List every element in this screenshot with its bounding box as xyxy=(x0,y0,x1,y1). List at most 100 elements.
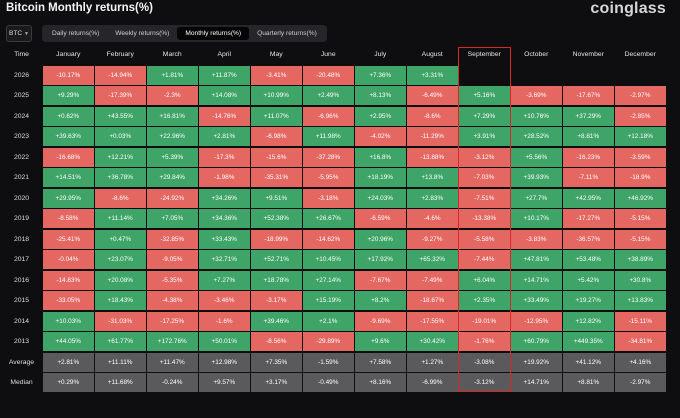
summary-cell: +7.58% xyxy=(355,352,406,372)
return-cell: +8.2% xyxy=(355,291,406,310)
return-cell: +2.35% xyxy=(459,291,510,310)
return-cell: -6.96% xyxy=(303,106,354,126)
return-cell: -7.49% xyxy=(407,270,458,290)
return-cell: +32.71% xyxy=(199,250,250,269)
return-cell: +52.71% xyxy=(251,250,302,269)
return-cell: -3.17% xyxy=(251,291,302,310)
return-cell: -17.27% xyxy=(563,209,614,228)
return-cell: +12.18% xyxy=(615,127,666,146)
return-cell: -11.29% xyxy=(407,127,458,146)
asset-select-value: BTC xyxy=(9,30,23,37)
return-cell: +9.29% xyxy=(43,86,94,105)
return-cell: -9.69% xyxy=(355,311,406,331)
return-cell: -2.85% xyxy=(615,106,666,126)
return-cell: +46.92% xyxy=(615,188,666,208)
return-cell: -14.83% xyxy=(43,270,94,290)
return-cell: +8.81% xyxy=(563,127,614,146)
return-cell: -18.9% xyxy=(615,168,666,187)
return-cell: +8.13% xyxy=(355,86,406,105)
header-november: November xyxy=(572,51,604,58)
tab-monthly-returns[interactable]: Monthly returns(%) xyxy=(177,27,250,40)
return-cell: -32.85% xyxy=(147,229,198,249)
return-cell: +2.1% xyxy=(303,311,354,331)
return-cell: -7.67% xyxy=(355,270,406,290)
return-cell: +28.52% xyxy=(511,127,562,146)
tab-daily-returns[interactable]: Daily returns(%) xyxy=(52,30,100,37)
return-cell: +37.29% xyxy=(563,106,614,126)
row-label: 2018 xyxy=(13,235,30,243)
return-cell: -16.68% xyxy=(43,147,94,167)
return-cell: +5.42% xyxy=(563,270,614,290)
return-cell: +17.92% xyxy=(355,250,406,269)
header-march: March xyxy=(162,51,182,58)
year-row-2024: 2024 +0.62% +43.55% +16.81% -14.76% +11.07% -6… xyxy=(0,106,680,126)
return-cell: -6.49% xyxy=(407,86,458,105)
return-cell: -1.76% xyxy=(459,332,510,351)
return-cell: -9.05% xyxy=(147,250,198,269)
return-cell: -20.48% xyxy=(303,65,354,85)
return-cell: -37.28% xyxy=(303,147,354,167)
return-cell: +13.83% xyxy=(615,291,666,310)
return-cell: -14.76% xyxy=(199,106,250,126)
year-row-2017: 2017 -0.04% +23.07% -9.05% +32.71% +52.71% +10… xyxy=(0,250,680,269)
summary-cell: -0.24% xyxy=(147,373,198,392)
year-row-2014: 2014 +10.03% -31.03% -17.25% -1.6% +39.46% +2.… xyxy=(0,311,680,331)
header-april: April xyxy=(217,51,232,58)
brand-logo[interactable]: coinglass xyxy=(590,0,666,17)
summary-cell: +11.11% xyxy=(95,352,146,372)
summary-row-average: Average +2.81% +11.11% +11.47% +12.98% +7.35%… xyxy=(0,352,680,372)
return-cell: +9.6% xyxy=(355,332,406,351)
summary-row-median: Median +0.29% +11.68% -0.24% +9.57% +3.17% -0.… xyxy=(0,373,680,392)
tab-weekly-returns[interactable]: Weekly returns(%) xyxy=(115,30,170,37)
row-label: 2023 xyxy=(13,133,30,140)
return-cell: -12.95% xyxy=(511,311,562,331)
return-cell: +15.19% xyxy=(303,291,354,310)
return-cell: -7.44% xyxy=(459,250,510,269)
header-september: September xyxy=(467,51,501,58)
return-cell: +2.49% xyxy=(303,86,354,105)
row-label: 2017 xyxy=(13,256,30,263)
row-label: 2015 xyxy=(13,297,30,304)
return-cell: -17.3% xyxy=(199,147,250,167)
return-cell: -3.18% xyxy=(303,188,354,208)
header-august: August xyxy=(421,51,443,58)
return-cell: +7.29% xyxy=(459,106,510,126)
return-cell: +18.43% xyxy=(95,291,146,310)
return-cell: -3.83% xyxy=(511,229,562,249)
return-cell: +5.56% xyxy=(511,147,562,167)
summary-cell: +0.29% xyxy=(43,373,94,392)
return-cell: +10.99% xyxy=(251,86,302,105)
tab-quarterly-returns[interactable]: Quarterly returns(%) xyxy=(257,30,317,37)
return-cell: -8.6% xyxy=(407,106,458,126)
return-cell: +26.67% xyxy=(303,209,354,228)
return-cell: +23.07% xyxy=(95,250,146,269)
return-cell: +20.08% xyxy=(95,270,146,290)
summary-cell: +2.81% xyxy=(43,352,94,372)
row-label: 2019 xyxy=(13,215,30,222)
return-cell: -3.46% xyxy=(199,291,250,310)
return-cell: -15.6% xyxy=(251,147,302,167)
return-cell: +10.45% xyxy=(303,250,354,269)
return-cell: -17.39% xyxy=(95,86,146,105)
return-cell: +27.14% xyxy=(303,270,354,290)
return-cell: +34.36% xyxy=(199,209,250,228)
header-june: June xyxy=(320,51,336,58)
return-cell: +11.98% xyxy=(303,127,354,146)
return-cell: -8.58% xyxy=(43,209,94,228)
return-cell: -9.27% xyxy=(407,229,458,249)
return-cell: +20.96% xyxy=(355,229,406,249)
row-label: 2020 xyxy=(13,194,30,202)
row-label: Median xyxy=(10,379,33,386)
return-cell: +12.82% xyxy=(563,311,614,331)
summary-cell: -1.59% xyxy=(303,352,354,372)
return-cell: -5.35% xyxy=(147,270,198,290)
return-cell: -7.11% xyxy=(563,168,614,187)
return-cell: +22.96% xyxy=(147,127,198,146)
return-cell: -15.11% xyxy=(615,311,666,331)
year-row-2025: 2025 +9.29% -17.39% -2.3% +14.08% +10.99% +2.4… xyxy=(0,86,680,105)
return-cell: -16.23% xyxy=(563,147,614,167)
year-row-2018: 2018 -25.41% +0.47% -32.85% +33.43% -18.99% -1… xyxy=(0,229,680,249)
summary-cell: -2.97% xyxy=(615,373,666,392)
return-cell: -33.05% xyxy=(43,291,94,310)
asset-select[interactable]: BTC ▼ xyxy=(6,25,32,42)
